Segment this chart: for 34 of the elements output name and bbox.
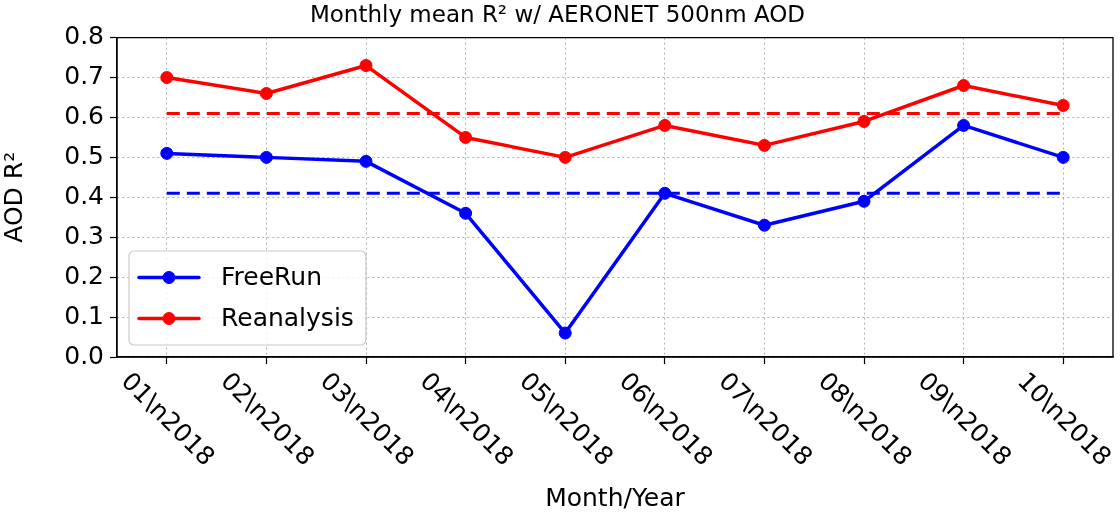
point [857, 114, 871, 128]
point [359, 59, 373, 73]
y-tick-label: 0.7 [64, 61, 104, 91]
point [259, 87, 273, 100]
y-tick-label: 0.4 [64, 180, 104, 210]
point [957, 79, 971, 93]
point [359, 154, 373, 168]
x-axis-title: Month/Year [545, 482, 686, 512]
y-axis-title: AOD R² [0, 151, 28, 243]
legend-label: FreeRun [221, 262, 322, 291]
point [1056, 98, 1070, 112]
y-tick-label: 0.6 [64, 100, 104, 130]
point [658, 186, 672, 200]
point [558, 326, 572, 340]
point [658, 118, 672, 132]
point [757, 218, 771, 232]
y-tick-label: 0.1 [64, 300, 104, 330]
chart-title: Monthly mean R² w/ AERONET 500nm AOD [309, 0, 806, 27]
point [757, 138, 771, 152]
y-tick-label: 0.0 [64, 340, 104, 370]
point [957, 118, 971, 132]
point [857, 194, 871, 208]
point [259, 150, 273, 164]
y-tick-label: 0.5 [64, 140, 104, 170]
legend-label: Reanalysis [221, 303, 354, 332]
y-tick-label: 0.3 [64, 220, 104, 250]
point [459, 130, 473, 144]
point [160, 71, 174, 85]
point [160, 146, 174, 160]
point [558, 150, 572, 164]
y-tick-label: 0.2 [64, 260, 104, 290]
point [459, 206, 473, 220]
point [1056, 150, 1070, 164]
y-tick-label: 0.8 [64, 21, 104, 51]
